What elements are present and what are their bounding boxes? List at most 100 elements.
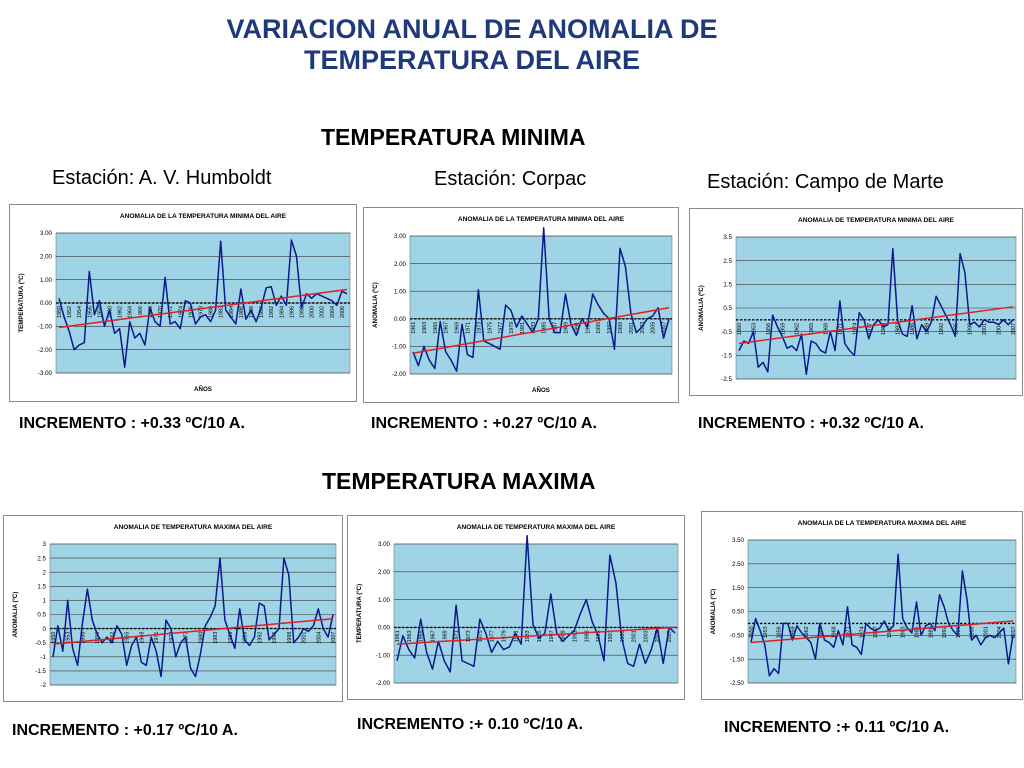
x-tick-label: 1967 — [430, 630, 436, 642]
x-tick-label: 1971 — [454, 630, 460, 642]
page-title-line-2: TEMPERATURA DEL AIRE — [303, 45, 640, 75]
y-tick-label: 0.00 — [378, 625, 391, 632]
x-tick-label: 1950 — [737, 323, 743, 335]
anomaly-series-line — [58, 239, 348, 368]
x-tick-label: 1956 — [80, 632, 86, 644]
x-tick-label: 1968 — [139, 632, 145, 644]
y-tick-label: 1.5 — [723, 282, 732, 289]
x-tick-label: 1995 — [596, 322, 602, 334]
x-tick-label: 1953 — [751, 323, 757, 335]
x-tick-label: 1983 — [531, 322, 537, 334]
x-tick-label: 2004 — [316, 632, 322, 644]
x-tick-label: 1983 — [901, 626, 907, 638]
x-tick-label: 1968 — [824, 323, 830, 335]
anomaly-series-line — [52, 557, 334, 678]
x-tick-label: 1998 — [300, 306, 306, 318]
min-section-heading: TEMPERATURA MINIMA — [321, 124, 586, 150]
y-tick-label: 2 — [43, 569, 47, 576]
y-tick-label: -2.00 — [38, 347, 53, 354]
x-tick-label: 1975 — [487, 322, 493, 334]
x-tick-label: 1962 — [118, 306, 124, 318]
x-tick-label: 2001 — [629, 322, 635, 334]
x-tick-label: 1977 — [490, 630, 496, 642]
plot-area — [409, 235, 673, 375]
y-axis-label: ANOMALIA (ºC) — [698, 285, 705, 331]
x-tick-label: 1978 — [198, 306, 204, 318]
min-increment-campo-de-marte: INCREMENTO : +0.32 ºC/10 A. — [698, 415, 924, 432]
x-tick-label: 1998 — [968, 323, 974, 335]
page-title-line-1: VARIACION ANUAL DE ANOMALIA DE — [226, 14, 718, 44]
x-tick-label: 1992 — [257, 632, 263, 644]
y-tick-label: -0.5 — [35, 640, 46, 647]
x-tick-label: 1959 — [95, 632, 101, 644]
chart-max-humboldt: ANOMALIA DE TEMPERATURA MAXIMA DEL AIRE -… — [3, 515, 343, 702]
x-tick-label: 2001 — [983, 626, 989, 638]
x-tick-label: 1969 — [455, 322, 461, 334]
x-tick-label: 1954 — [77, 306, 83, 318]
x-tick-label: 1977 — [498, 322, 504, 334]
x-tick-label: 1992 — [269, 306, 275, 318]
y-tick-label: -1.50 — [730, 656, 745, 663]
y-tick-label: 0.5 — [723, 305, 732, 312]
x-tick-label: 2005 — [651, 322, 657, 334]
page-title: VARIACION ANUAL DE ANOMALIA DE TEMPERATU… — [0, 14, 944, 76]
y-tick-label: -1.5 — [721, 353, 732, 360]
y-tick-label: 1.5 — [37, 584, 46, 591]
anomaly-series-line — [396, 534, 676, 673]
x-tick-label: 2001 — [982, 323, 988, 335]
x-tick-label: 1958 — [97, 306, 103, 318]
y-tick-label: 3.00 — [40, 230, 53, 237]
x-tick-label: 1975 — [478, 630, 484, 642]
y-tick-label: -2.50 — [730, 680, 745, 687]
x-tick-label: 1961 — [411, 322, 417, 334]
y-tick-label: 3.50 — [732, 537, 745, 544]
x-tick-label: 1963 — [422, 322, 428, 334]
x-tick-label: 1967 — [444, 322, 450, 334]
x-tick-label: 1986 — [914, 626, 920, 638]
x-tick-label: 1969 — [442, 630, 448, 642]
chart-min-corpac-svg: ANOMALIA DE LA TEMPERATURA MINIMA DEL AI… — [372, 216, 673, 394]
y-tick-label: -2 — [40, 682, 46, 689]
x-tick-label: 1980 — [198, 632, 204, 644]
x-tick-label: 1995 — [596, 630, 602, 642]
chart-min-corpac: ANOMALIA DE LA TEMPERATURA MINIMA DEL AI… — [363, 207, 679, 403]
y-tick-label: 2.00 — [40, 254, 53, 261]
y-axis-label: TEMPERATURA (ºC) — [18, 273, 25, 332]
y-tick-label: 0 — [43, 626, 47, 633]
chart-max-campo-de-marte: ANOMALIA DE LA TEMPERATURA MAXIMA DEL AI… — [701, 511, 1023, 700]
x-axis-label: AÑOS — [532, 387, 550, 394]
y-tick-label: 2.5 — [37, 555, 46, 562]
x-tick-label: 1974 — [852, 323, 858, 335]
x-tick-label: 2007 — [1011, 323, 1017, 335]
trend-line — [52, 617, 334, 645]
x-tick-label: 1965 — [809, 323, 815, 335]
trend-line — [738, 306, 1014, 345]
station-label-humboldt: Estación: A. V. Humboldt — [52, 167, 272, 189]
y-tick-label: -0.5 — [721, 329, 732, 336]
x-tick-label: 2004 — [997, 323, 1003, 335]
x-tick-label: 1953 — [66, 632, 72, 644]
x-tick-label: 1980 — [887, 626, 893, 638]
chart-title: ANOMALIA DE LA TEMPERATURA MINIMA DEL AI… — [120, 213, 287, 220]
y-tick-label: 0.00 — [40, 300, 53, 307]
x-tick-label: 1979 — [509, 322, 515, 334]
y-tick-label: 2.00 — [378, 569, 391, 576]
anomaly-series-line — [738, 248, 1014, 376]
x-tick-label: 1956 — [766, 323, 772, 335]
x-tick-label: 2001 — [302, 632, 308, 644]
x-tick-label: 2006 — [340, 306, 346, 318]
x-tick-label: 1986 — [239, 306, 245, 318]
y-axis-label: ANOMALIA (ºC) — [12, 592, 19, 638]
x-tick-label: 1987 — [549, 630, 555, 642]
y-tick-label: -1.5 — [35, 668, 46, 675]
trend-line — [396, 626, 676, 645]
y-tick-label: 2.50 — [732, 561, 745, 568]
y-axis-label: ANOMALIA (ºC) — [372, 282, 379, 328]
y-tick-label: 0.50 — [732, 609, 745, 616]
x-tick-label: 1983 — [213, 632, 219, 644]
x-tick-label: 2000 — [310, 306, 316, 318]
y-tick-label: 1 — [43, 598, 47, 605]
x-tick-label: 1996 — [289, 306, 295, 318]
x-tick-label: 1995 — [956, 626, 962, 638]
y-tick-label: 3 — [43, 541, 47, 548]
